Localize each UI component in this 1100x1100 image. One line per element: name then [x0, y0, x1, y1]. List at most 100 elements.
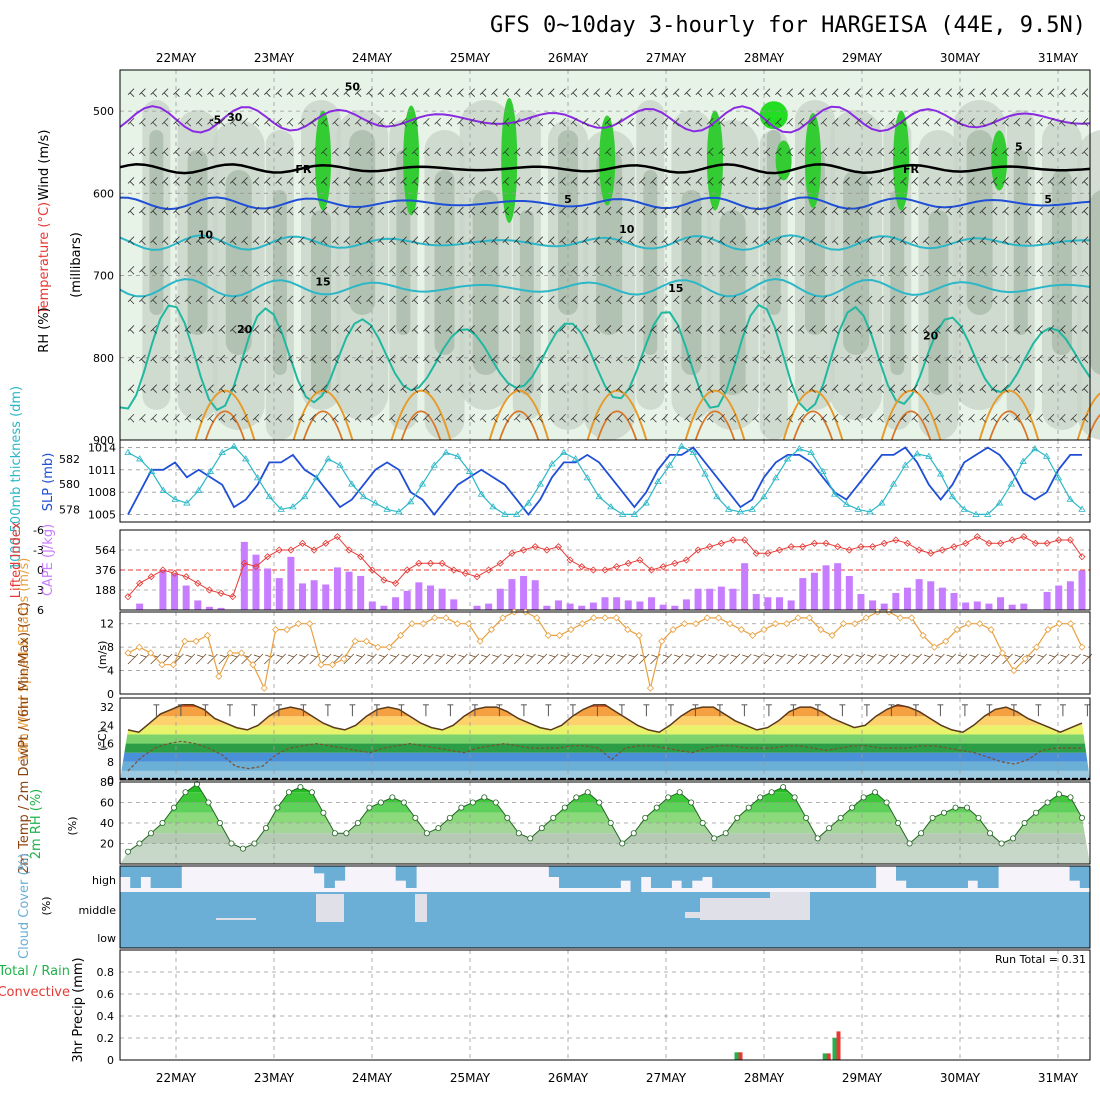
top-date-axis: 22MAY 23MAY 24MAY 25MAY 26MAY 27MAY 28MAY 29MAY… — [156, 51, 1079, 65]
cloud-high-block — [589, 866, 601, 888]
wind-barb — [207, 88, 214, 97]
wind-marker — [544, 631, 552, 639]
rh-band — [120, 792, 1090, 803]
wind-barb — [445, 147, 453, 157]
wind-barb — [934, 325, 941, 334]
wind-barb — [945, 653, 956, 665]
cape-bar — [368, 601, 376, 610]
wind-barb — [627, 325, 634, 334]
wind-barb — [1047, 295, 1055, 305]
li-marker — [240, 559, 248, 567]
wind-barb — [888, 147, 896, 157]
wind-barb — [570, 206, 578, 216]
wind-barb — [525, 88, 532, 97]
wind-barb — [1059, 88, 1066, 97]
wind-barb — [1059, 265, 1066, 275]
date-label-top: 30MAY — [940, 51, 981, 65]
wind-barb — [377, 88, 385, 97]
thickness-marker — [1078, 505, 1086, 512]
wind-barb — [922, 88, 930, 97]
wind-barb — [479, 88, 487, 97]
wind-barb — [286, 177, 294, 186]
wind-barb — [423, 265, 430, 275]
isotherm-label: 20 — [923, 330, 939, 343]
wind-barb — [229, 265, 237, 275]
li-marker — [787, 543, 795, 551]
wind-barb — [411, 354, 419, 364]
precip-total-bar — [832, 1038, 838, 1060]
wind-barb — [332, 88, 339, 97]
wind-barb — [854, 384, 862, 393]
thickness-marker — [277, 505, 285, 512]
wind-barb — [956, 295, 964, 305]
wind-marker — [465, 620, 473, 628]
cape-label: CAPE (J/kg) — [41, 524, 56, 596]
wind-barb — [695, 384, 703, 393]
thickness-marker — [230, 442, 238, 449]
thickness-marker — [218, 448, 226, 456]
rh-marker — [630, 830, 637, 837]
cape-tick: 188 — [95, 584, 116, 597]
wind-barb — [411, 206, 419, 216]
slp-tick: 1011 — [88, 464, 116, 477]
wind-barb — [354, 653, 366, 665]
wind-barb — [763, 295, 771, 305]
wind-barb — [229, 653, 241, 665]
wind-barb — [990, 384, 998, 393]
thickness-tick: 578 — [59, 503, 80, 516]
wind-barb — [502, 413, 510, 423]
wind-barb — [775, 384, 782, 393]
wind-barb — [457, 413, 464, 423]
wind-barb — [139, 265, 146, 275]
panel-frame — [119, 949, 1091, 1061]
wind-barb — [729, 147, 737, 157]
wind-barb — [763, 384, 771, 393]
thickness-marker — [536, 480, 544, 487]
wind-marker — [658, 637, 666, 645]
wind-barb — [161, 295, 169, 305]
wind-barb — [684, 325, 691, 334]
wind-barb — [366, 177, 373, 186]
wind-barb — [854, 265, 862, 275]
rh-marker — [826, 825, 833, 832]
wind-barb — [911, 265, 918, 275]
dewpoint-line — [127, 740, 1082, 772]
rh-marker — [1067, 794, 1074, 801]
slp-tick: 1005 — [88, 509, 116, 522]
cape-bar — [566, 603, 574, 610]
wind-barb — [741, 295, 748, 305]
wind-barb — [604, 88, 612, 97]
wind-barb — [445, 413, 453, 423]
bottom-date-axis: 22MAY 23MAY 24MAY 25MAY 26MAY 27MAY 28MAY 29MAY… — [156, 1071, 1079, 1085]
wind-barb — [945, 206, 952, 216]
thickness-marker — [701, 470, 709, 477]
cape-bar — [624, 600, 632, 610]
wind-barb — [695, 295, 703, 305]
wind-barb — [173, 117, 180, 127]
wind-barb — [865, 265, 873, 275]
wind-barb — [888, 236, 896, 245]
wind-barb — [1070, 325, 1077, 334]
wind-barb — [593, 117, 600, 127]
wind-barb — [354, 384, 362, 393]
wind-barb — [582, 354, 589, 364]
wind-barb — [684, 236, 691, 245]
wind-barb — [911, 206, 918, 216]
wind-barb — [888, 354, 896, 364]
li-marker — [438, 559, 446, 567]
wind-barb — [729, 384, 737, 393]
wind-barb — [752, 265, 759, 275]
cape-bar — [380, 605, 388, 610]
wind-barb — [491, 117, 498, 127]
li-marker — [229, 593, 237, 601]
wind-barb — [650, 206, 657, 216]
wind-barb — [968, 117, 975, 127]
li-marker — [694, 546, 702, 554]
wind-barb — [627, 236, 634, 245]
panel-frame — [119, 781, 1091, 865]
isotherm-label: -5 — [209, 113, 221, 126]
cape-bar — [450, 599, 458, 610]
rh-marker — [170, 804, 177, 811]
li-line — [127, 536, 1083, 598]
wind-barb — [150, 147, 157, 157]
